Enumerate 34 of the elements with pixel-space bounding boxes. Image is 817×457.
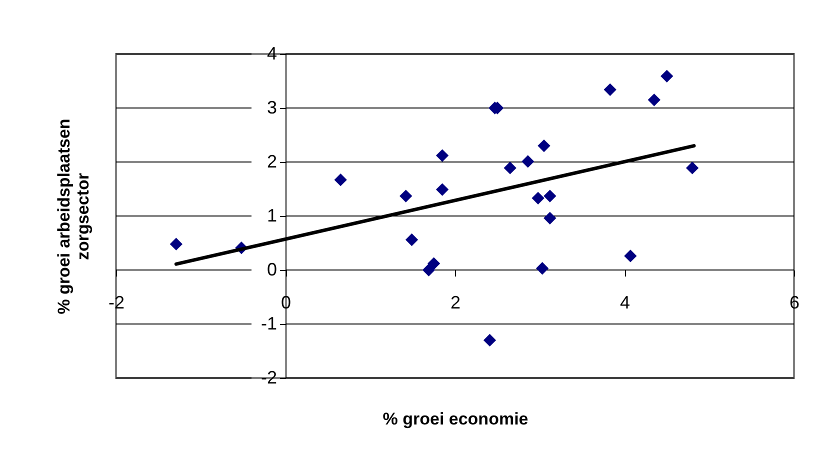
point xyxy=(483,334,496,347)
point xyxy=(334,173,347,186)
point xyxy=(536,262,549,275)
point xyxy=(544,212,556,224)
x-tick-label: 6 xyxy=(789,292,800,312)
point xyxy=(686,162,699,174)
y-tick-label: -1 xyxy=(260,314,277,334)
point xyxy=(660,70,674,82)
y-tick-label: 3 xyxy=(266,98,277,118)
y-tick-label: 0 xyxy=(266,260,277,280)
x-axis-title: % groei economie xyxy=(382,410,528,428)
point xyxy=(170,238,182,250)
point xyxy=(522,155,534,168)
y-tick-label: -2 xyxy=(260,368,277,388)
x-tick-label: 2 xyxy=(450,292,461,312)
point xyxy=(538,139,550,152)
point xyxy=(624,250,637,262)
point xyxy=(504,162,516,174)
point xyxy=(427,257,440,270)
y-tick-label: 2 xyxy=(266,152,277,172)
y-axis-title: % groei arbeidsplaatsen zorgsector xyxy=(54,118,92,314)
point xyxy=(436,149,449,162)
point xyxy=(604,83,616,96)
point xyxy=(400,190,412,202)
x-tick-label: 4 xyxy=(620,292,630,312)
y-tick-label: 1 xyxy=(266,206,277,226)
x-tick-label: -2 xyxy=(108,292,125,312)
point xyxy=(648,94,660,106)
point xyxy=(544,190,556,202)
point xyxy=(422,264,436,276)
point xyxy=(532,192,544,205)
point xyxy=(405,233,418,246)
y-tick-label: 4 xyxy=(266,44,277,64)
point xyxy=(436,183,449,196)
